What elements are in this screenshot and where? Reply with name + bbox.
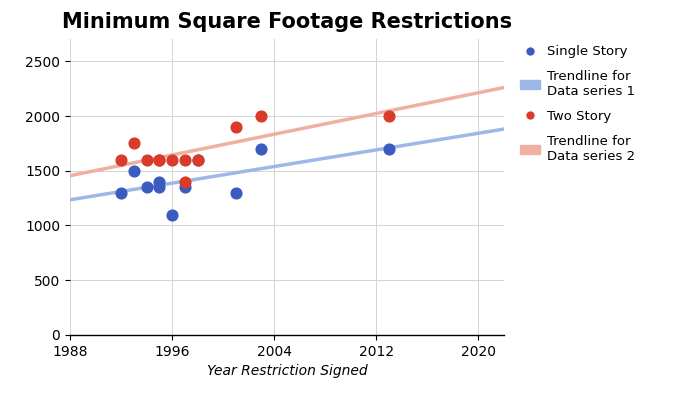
Point bbox=[256, 146, 267, 152]
X-axis label: Year Restriction Signed: Year Restriction Signed bbox=[206, 364, 368, 378]
Point bbox=[179, 178, 190, 185]
Point bbox=[141, 157, 152, 163]
Point bbox=[384, 146, 395, 152]
Point bbox=[192, 157, 203, 163]
Point bbox=[230, 190, 241, 196]
Point bbox=[384, 113, 395, 119]
Point bbox=[179, 157, 190, 163]
Point bbox=[154, 157, 165, 163]
Point bbox=[116, 157, 127, 163]
Point bbox=[256, 113, 267, 119]
Point bbox=[116, 190, 127, 196]
Legend: Single Story, Trendline for
Data series 1, Two Story, Trendline for
Data series : Single Story, Trendline for Data series … bbox=[515, 40, 640, 168]
Point bbox=[167, 157, 178, 163]
Point bbox=[128, 140, 139, 147]
Point bbox=[154, 157, 165, 163]
Title: Minimum Square Footage Restrictions: Minimum Square Footage Restrictions bbox=[62, 12, 512, 32]
Point bbox=[141, 184, 152, 190]
Point bbox=[154, 178, 165, 185]
Point bbox=[192, 157, 203, 163]
Point bbox=[179, 184, 190, 190]
Point bbox=[230, 124, 241, 130]
Point bbox=[154, 184, 165, 190]
Point bbox=[128, 167, 139, 174]
Point bbox=[167, 211, 178, 217]
